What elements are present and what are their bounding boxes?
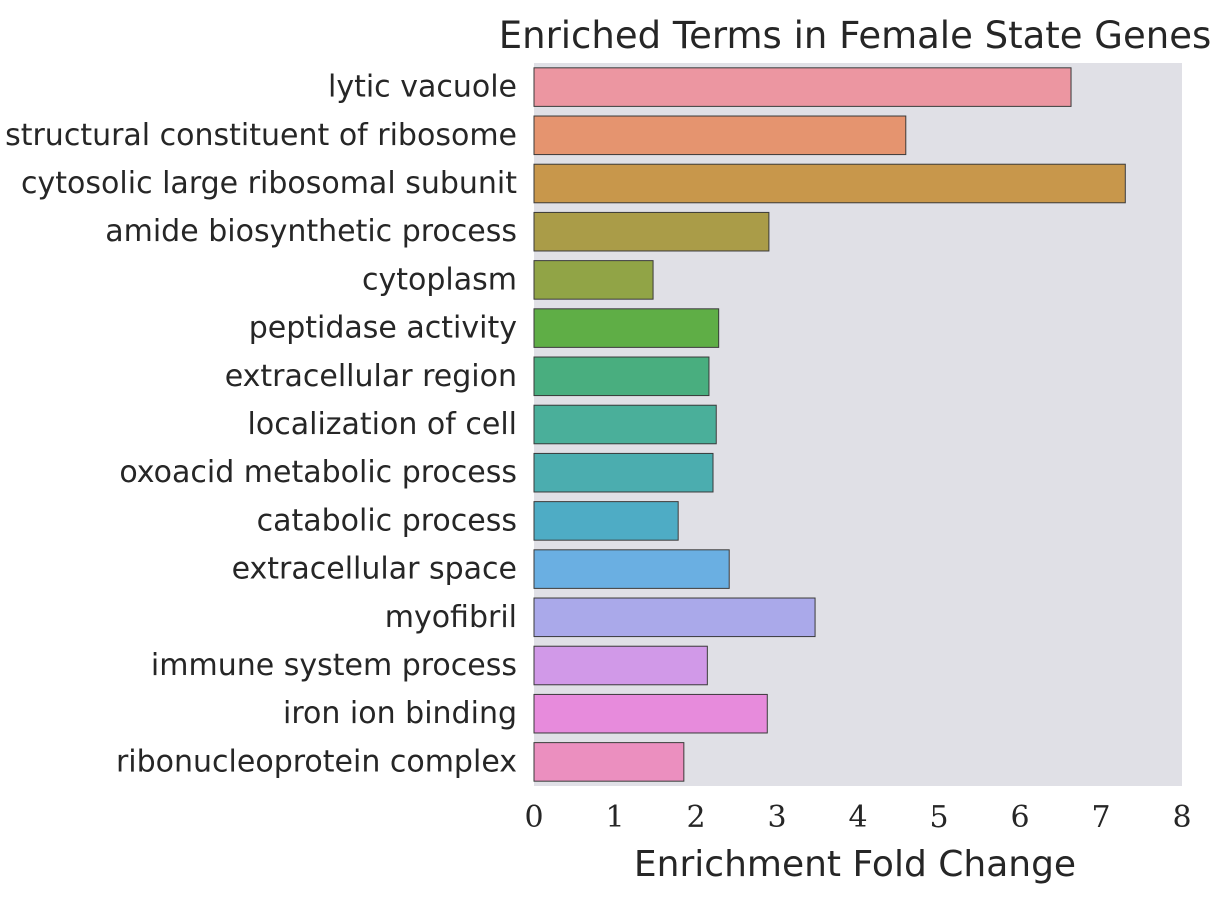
category-label-10: extracellular space	[232, 552, 517, 587]
x-tick-label-2: 2	[686, 800, 705, 835]
category-label-2: cytosolic large ribosomal subunit	[21, 166, 517, 201]
x-tick-label-8: 8	[1172, 800, 1191, 835]
bar-14	[533, 742, 685, 782]
bar-13	[533, 693, 768, 734]
x-tick-label-7: 7	[1091, 800, 1110, 835]
category-labels: lytic vacuole structural constituent of r…	[5, 70, 517, 780]
category-label-1: structural constituent of ribosome	[5, 118, 517, 153]
bar-12	[533, 645, 708, 686]
bars-layer	[533, 67, 1126, 782]
category-label-14: ribonucleoprotein complex	[116, 744, 517, 779]
x-tick-label-4: 4	[848, 800, 867, 835]
x-tick-label-0: 0	[524, 800, 543, 835]
x-axis-label: Enrichment Fold Change	[634, 844, 1076, 885]
bar-11	[533, 597, 816, 638]
bar-5	[533, 308, 720, 348]
bar-2	[533, 163, 1126, 204]
bar-1	[533, 115, 907, 156]
category-label-12: immune system process	[151, 648, 517, 683]
x-tick-labels: 0 1 2 3 4 5 6 7 8	[524, 800, 1191, 835]
bar-4	[533, 260, 654, 300]
bar-3	[533, 211, 770, 252]
category-label-5: peptidase activity	[249, 311, 517, 346]
bar-8	[533, 452, 714, 493]
category-label-3: amide biosynthetic process	[105, 214, 517, 249]
category-label-11: myofibril	[385, 600, 517, 635]
bar-0	[533, 67, 1072, 107]
category-label-7: localization of cell	[248, 407, 517, 442]
x-tick-label-5: 5	[929, 800, 948, 835]
category-label-9: catabolic process	[257, 503, 517, 538]
x-tick-label-6: 6	[1010, 800, 1029, 835]
category-label-8: oxoacid metabolic process	[119, 455, 517, 490]
bar-7	[533, 404, 717, 445]
category-label-4: cytoplasm	[362, 262, 517, 297]
chart-title: Enriched Terms in Female State Genes	[499, 14, 1211, 57]
bar-9	[533, 501, 679, 541]
bar-10	[533, 549, 730, 589]
category-label-0: lytic vacuole	[328, 70, 517, 105]
x-tick-label-1: 1	[605, 800, 624, 835]
category-label-13: iron ion binding	[283, 696, 517, 731]
bar-6	[533, 356, 710, 397]
x-tick-label-3: 3	[767, 800, 786, 835]
category-label-6: extracellular region	[225, 359, 517, 394]
